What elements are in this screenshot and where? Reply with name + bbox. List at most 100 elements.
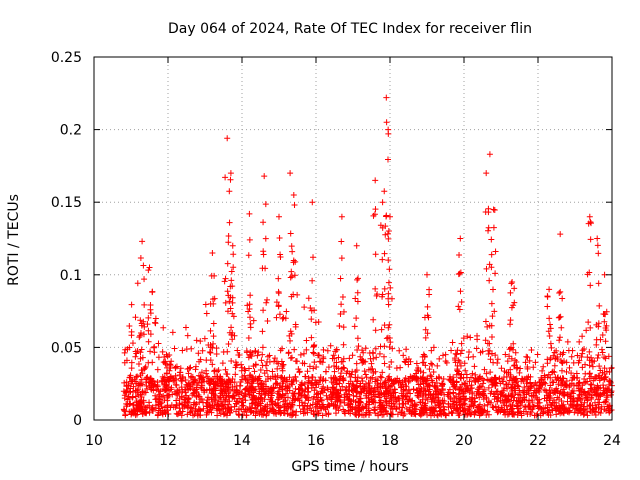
data-point (130, 410, 137, 417)
data-point (366, 401, 373, 408)
data-point (539, 367, 546, 374)
data-point (271, 358, 278, 365)
data-point (568, 370, 575, 377)
data-point (299, 360, 306, 367)
data-point (538, 374, 545, 381)
data-point (228, 358, 235, 365)
data-point (207, 404, 214, 411)
data-point (254, 376, 261, 383)
data-point (145, 267, 152, 274)
data-point (386, 344, 393, 351)
data-point (312, 319, 319, 326)
data-point (297, 391, 304, 398)
data-point (288, 268, 295, 275)
data-point (483, 170, 490, 177)
data-point (420, 405, 427, 412)
data-point (215, 367, 222, 374)
data-point (222, 174, 229, 181)
data-point (406, 377, 413, 384)
data-point (288, 243, 295, 250)
data-point (172, 381, 179, 388)
data-point (168, 358, 175, 365)
data-point (377, 222, 384, 229)
data-point (533, 394, 540, 401)
data-point (140, 262, 147, 269)
data-point (259, 362, 266, 369)
data-point (277, 254, 284, 261)
data-point (413, 373, 420, 380)
data-point (202, 301, 209, 308)
data-point (199, 347, 206, 354)
data-point (314, 352, 321, 359)
x-tick-label: 10 (85, 433, 103, 449)
data-point (308, 380, 315, 387)
data-point (438, 390, 445, 397)
data-point (456, 397, 463, 404)
data-point (493, 379, 500, 386)
data-point (161, 378, 168, 385)
data-point (338, 238, 345, 245)
data-point (219, 360, 226, 367)
data-point (517, 402, 524, 409)
data-point (497, 390, 504, 397)
data-point (565, 404, 572, 411)
data-point (325, 364, 332, 371)
data-point (479, 348, 486, 355)
data-point (348, 398, 355, 405)
data-point (317, 404, 324, 411)
data-point (121, 395, 128, 402)
data-point (141, 323, 148, 330)
data-point (377, 409, 384, 416)
data-point (296, 402, 303, 409)
data-point (430, 368, 437, 375)
data-point (134, 389, 141, 396)
data-point (262, 235, 269, 242)
data-point (134, 411, 141, 418)
data-point (379, 199, 386, 206)
data-point (151, 343, 158, 350)
data-point (451, 395, 458, 402)
data-point (378, 390, 385, 397)
data-point (299, 387, 306, 394)
data-point (218, 402, 225, 409)
data-point (476, 374, 483, 381)
data-point (137, 382, 144, 389)
data-point (569, 377, 576, 384)
data-point (491, 308, 498, 315)
data-point (484, 323, 491, 330)
data-point (501, 385, 508, 392)
data-point (289, 408, 296, 415)
data-point (138, 376, 145, 383)
data-point (588, 354, 595, 361)
data-point (570, 359, 577, 366)
data-point (152, 320, 159, 327)
data-point (460, 408, 467, 415)
data-point (581, 345, 588, 352)
data-point (166, 361, 173, 368)
data-point (405, 355, 412, 362)
data-point (494, 388, 501, 395)
data-point (544, 360, 551, 367)
data-point (292, 321, 299, 328)
data-point (127, 400, 134, 407)
data-point (300, 406, 307, 413)
data-point (435, 394, 442, 401)
data-point (303, 346, 310, 353)
data-point (288, 273, 295, 280)
data-point (362, 371, 369, 378)
data-point (566, 364, 573, 371)
data-point (311, 307, 318, 314)
data-point (431, 383, 438, 390)
data-point (481, 402, 488, 409)
data-point (430, 344, 437, 351)
data-point (564, 398, 571, 405)
data-point (365, 394, 372, 401)
data-point (126, 374, 133, 381)
data-point (405, 378, 412, 385)
data-point (381, 188, 388, 195)
data-point (150, 378, 157, 385)
data-point (173, 401, 180, 408)
data-point (371, 211, 378, 218)
data-point (275, 288, 282, 295)
data-point (557, 351, 564, 358)
